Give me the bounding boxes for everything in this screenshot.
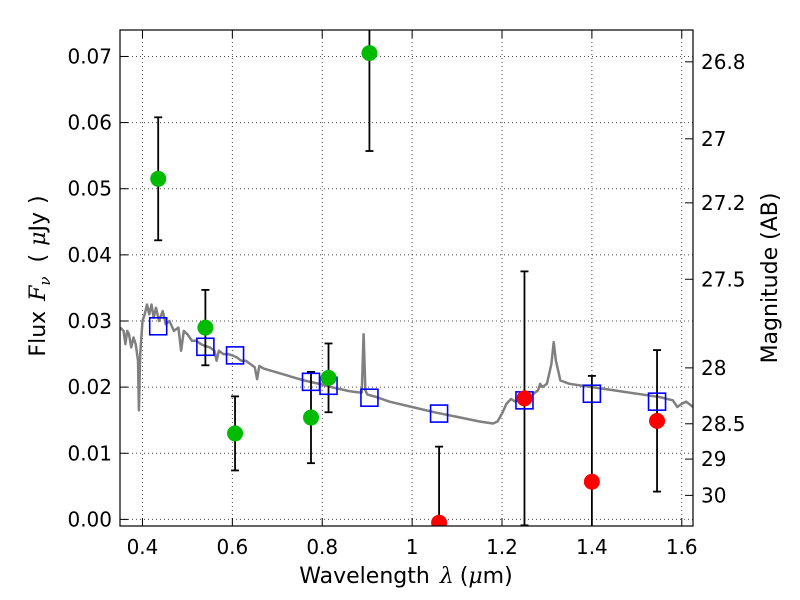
y-axis-label-symbol: F — [26, 285, 51, 302]
x-tick-label: 1.4 — [576, 535, 608, 559]
detection-marker — [303, 409, 319, 426]
y-tick-label: 0.03 — [67, 309, 112, 333]
model-photometry-square — [196, 337, 215, 357]
magnitude-tick-label: 27.5 — [701, 267, 746, 291]
y-tick-label: 0.06 — [67, 111, 112, 135]
magnitude-tick-label: 28 — [701, 356, 726, 380]
model-spectrum-layer — [120, 303, 693, 425]
axes-frame — [119, 29, 694, 527]
magnitude-tick-label: 28.5 — [701, 412, 746, 436]
magnitude-tick-label: 29 — [701, 447, 726, 471]
x-axis-label-unit-open: ( — [460, 564, 469, 589]
non-detection-marker — [649, 412, 666, 429]
y-axis-label: Flux Fν ( μJy) — [26, 195, 54, 356]
magnitude-tick-label: 26.8 — [701, 50, 746, 74]
x-tick-label: 1 — [406, 535, 419, 559]
x-axis-label-text: Wavelength — [299, 564, 430, 589]
tick-labels-layer: 0.4 0.6 0.8 1 1.2 1.4 1.6 0.00 0.01 0.02 0.03 0.04 0… — [67, 44, 745, 559]
y-tick-label: 0.02 — [67, 375, 112, 399]
x-axis-label-symbol: λ — [439, 564, 454, 589]
y-tick-label: 0.00 — [67, 507, 112, 531]
y-axis-label-unit-mu: μ — [26, 232, 51, 246]
detection-marker — [227, 425, 244, 442]
magnitude-tick-label: 27.2 — [701, 191, 746, 215]
model-photometry-square — [148, 316, 168, 336]
non-detection-marker — [583, 473, 600, 490]
non-detection-marker — [516, 390, 533, 407]
x-tick-label: 1.6 — [666, 535, 698, 559]
y-tick-label: 0.05 — [67, 177, 112, 201]
detection-marker — [197, 319, 214, 336]
x-axis-label: Wavelength λ (μm) — [299, 564, 512, 589]
non-detection-marker — [431, 514, 448, 526]
model-spectrum-line — [120, 303, 693, 425]
grid-lines — [120, 30, 693, 526]
detection-marker — [320, 369, 337, 386]
model-photometry-square — [582, 384, 602, 404]
model-photometry-square — [429, 404, 449, 423]
y2-axis-label: Magnitude (AB) — [758, 193, 783, 364]
y-axis-label-unit-open: ( — [26, 254, 51, 263]
magnitude-tick-label: 30 — [701, 483, 726, 507]
x-axis-label-unit-mu: μ — [468, 564, 482, 589]
detection-marker — [150, 170, 167, 187]
x-tick-label: 0.4 — [127, 535, 159, 559]
magnitude-tick-label: 27 — [701, 127, 726, 151]
plot-frame — [119, 29, 694, 527]
y-axis-label-unit-rest: Jy — [26, 212, 51, 234]
y-tick-label: 0.01 — [67, 441, 112, 465]
y-axis-label-unit-close: ) — [26, 195, 51, 204]
x-tick-label: 0.6 — [216, 535, 248, 559]
y-tick-label: 0.07 — [67, 44, 112, 68]
model-photometry-square — [647, 392, 667, 411]
y-axis-label-symbol-sub: ν — [36, 276, 54, 285]
model-photometry-square — [225, 346, 245, 365]
detection-marker — [361, 45, 378, 62]
y-tick-label: 0.04 — [67, 243, 112, 267]
x-tick-label: 0.8 — [306, 535, 338, 559]
model-photometry-square — [360, 388, 379, 408]
x-tick-label: 1.2 — [486, 535, 518, 559]
data-points-layer — [148, 45, 667, 526]
error-bars-layer — [154, 30, 662, 526]
x-axis-label-unit-rest: m) — [483, 564, 513, 589]
y-axis-label-text: Flux — [26, 311, 51, 357]
